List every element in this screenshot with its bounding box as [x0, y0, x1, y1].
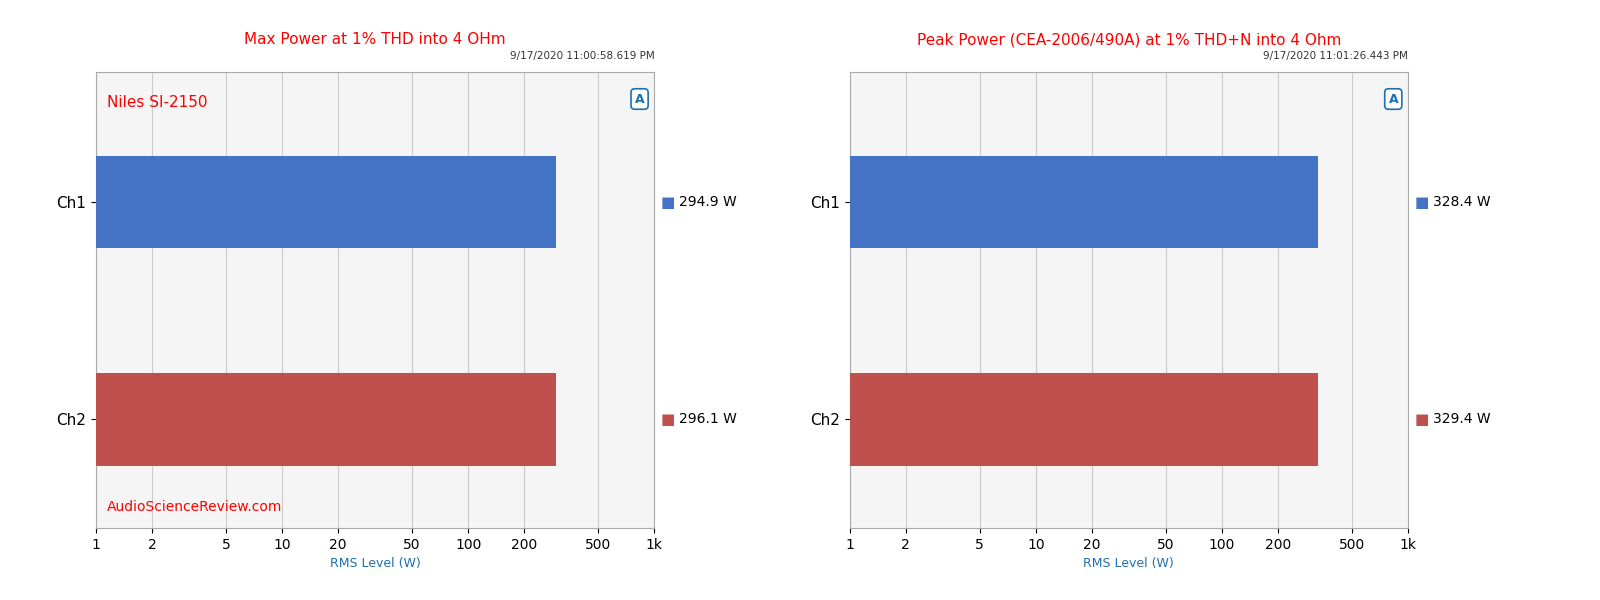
X-axis label: RMS Level (W): RMS Level (W) [330, 557, 421, 570]
Bar [96, 156, 555, 248]
Text: A: A [635, 92, 645, 106]
Text: 329.4 W: 329.4 W [1434, 412, 1491, 427]
Text: ■: ■ [1414, 412, 1429, 427]
Bar [96, 373, 555, 466]
Text: ■: ■ [1414, 195, 1429, 210]
Title: Max Power at 1% THD into 4 OHm: Max Power at 1% THD into 4 OHm [245, 32, 506, 47]
Text: 294.9 W: 294.9 W [680, 195, 738, 209]
Text: Niles SI-2150: Niles SI-2150 [107, 95, 208, 110]
Text: A: A [1389, 92, 1398, 106]
Text: ■: ■ [661, 412, 675, 427]
Bar [850, 156, 1318, 248]
Title: Peak Power (CEA-2006/490A) at 1% THD+N into 4 Ohm: Peak Power (CEA-2006/490A) at 1% THD+N i… [917, 32, 1341, 47]
Text: 9/17/2020 11:01:26.443 PM: 9/17/2020 11:01:26.443 PM [1262, 50, 1408, 61]
Text: 9/17/2020 11:00:58.619 PM: 9/17/2020 11:00:58.619 PM [509, 50, 654, 61]
Text: 296.1 W: 296.1 W [680, 412, 738, 427]
Text: AudioScienceReview.com: AudioScienceReview.com [107, 500, 283, 514]
Text: 328.4 W: 328.4 W [1434, 195, 1491, 209]
X-axis label: RMS Level (W): RMS Level (W) [1083, 557, 1174, 570]
Bar [850, 373, 1318, 466]
Text: ■: ■ [661, 195, 675, 210]
